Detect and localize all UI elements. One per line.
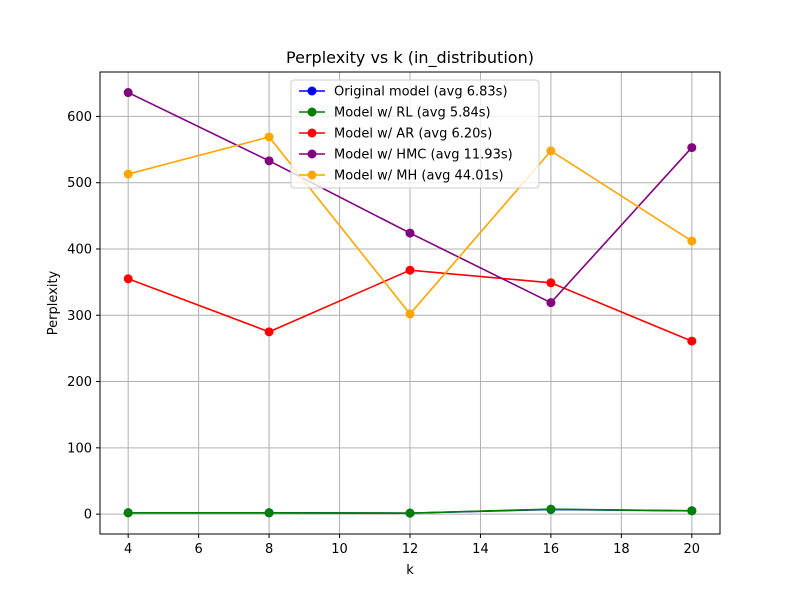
legend-swatch-marker xyxy=(307,86,317,96)
data-point xyxy=(546,504,556,514)
y-tick-label: 500 xyxy=(67,176,92,191)
chart-title: Perplexity vs k (in_distribution) xyxy=(286,48,534,68)
legend-swatch-marker xyxy=(307,128,317,138)
series-1 xyxy=(123,504,697,518)
x-tick-label: 14 xyxy=(472,542,489,557)
data-point xyxy=(687,143,697,153)
series-4 xyxy=(123,132,697,319)
legend-item: Model w/ AR (avg 6.20s) xyxy=(299,127,492,142)
x-tick-label: 20 xyxy=(684,542,701,557)
x-axis-label: k xyxy=(406,563,414,578)
data-point xyxy=(264,508,274,518)
y-tick-label: 0 xyxy=(84,508,92,523)
y-tick-label: 600 xyxy=(67,110,92,125)
y-tick-label: 300 xyxy=(67,309,92,324)
data-point xyxy=(405,265,415,275)
series-3 xyxy=(123,88,697,308)
legend-label: Model w/ HMC (avg 11.93s) xyxy=(334,148,513,163)
data-point xyxy=(405,508,415,518)
x-tick-label: 18 xyxy=(613,542,630,557)
data-point xyxy=(687,236,697,246)
legend-item: Original model (avg 6.83s) xyxy=(299,85,508,100)
data-point xyxy=(123,169,133,179)
data-point xyxy=(123,88,133,98)
data-point xyxy=(405,228,415,238)
data-point xyxy=(264,156,274,166)
data-point xyxy=(546,278,556,288)
y-tick-label: 400 xyxy=(67,242,92,257)
data-point xyxy=(123,274,133,284)
y-tick-label: 200 xyxy=(67,375,92,390)
legend-swatch-marker xyxy=(307,107,317,117)
x-tick-label: 12 xyxy=(402,542,419,557)
legend-box xyxy=(290,79,540,189)
legend-item: Model w/ RL (avg 5.84s) xyxy=(299,106,491,121)
data-point xyxy=(546,298,556,308)
data-point xyxy=(687,336,697,346)
legend-item: Model w/ HMC (avg 11.93s) xyxy=(299,148,513,163)
data-point xyxy=(264,132,274,142)
y-axis: 0 100 200 300 400 500 600 xyxy=(67,110,100,523)
x-tick-label: 4 xyxy=(124,542,132,557)
series-2 xyxy=(123,265,697,346)
y-tick-label: 100 xyxy=(67,441,92,456)
legend-label: Model w/ MH (avg 44.01s) xyxy=(334,169,504,184)
y-axis-label: Perplexity xyxy=(46,270,61,335)
legend-label: Original model (avg 6.83s) xyxy=(334,85,508,100)
x-tick-label: 8 xyxy=(265,542,273,557)
data-point xyxy=(264,327,274,337)
x-tick-label: 16 xyxy=(543,542,560,557)
x-tick-label: 6 xyxy=(194,542,202,557)
legend-swatch-marker xyxy=(307,170,317,180)
series-layer xyxy=(123,88,697,518)
data-point xyxy=(123,508,133,518)
x-axis: 4 6 8 10 12 14 16 18 20 xyxy=(124,534,700,557)
data-point xyxy=(687,506,697,516)
legend-item: Model w/ MH (avg 44.01s) xyxy=(299,169,504,184)
x-tick-label: 10 xyxy=(331,542,348,557)
legend: Original model (avg 6.83s) Model w/ RL (a… xyxy=(290,79,540,189)
data-point xyxy=(405,309,415,319)
legend-label: Model w/ RL (avg 5.84s) xyxy=(334,106,491,121)
legend-label: Model w/ AR (avg 6.20s) xyxy=(334,127,492,142)
legend-swatch-marker xyxy=(307,149,317,159)
data-point xyxy=(546,146,556,156)
